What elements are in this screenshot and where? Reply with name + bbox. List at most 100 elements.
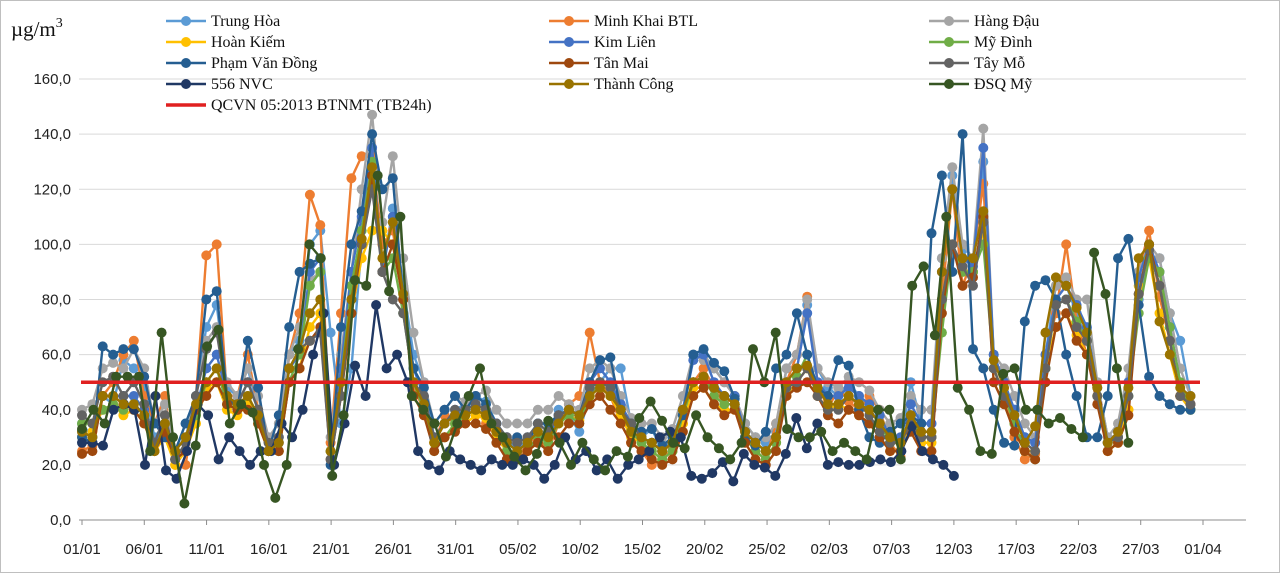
- data-point: [709, 382, 719, 393]
- legend-swatch-marker: [181, 16, 191, 26]
- data-point: [1102, 446, 1113, 457]
- data-point: [1071, 322, 1082, 333]
- data-point: [161, 465, 171, 476]
- data-point: [531, 448, 542, 459]
- data-point: [392, 349, 403, 360]
- data-point: [128, 344, 139, 355]
- data-point: [936, 170, 947, 181]
- data-point: [645, 396, 656, 407]
- data-point: [304, 239, 315, 250]
- legend-label: Minh Khai BTL: [594, 13, 698, 30]
- data-point: [812, 418, 823, 429]
- data-point: [553, 410, 564, 421]
- data-point: [843, 404, 854, 415]
- data-point: [336, 308, 346, 319]
- data-point: [190, 440, 201, 451]
- data-point: [760, 446, 771, 457]
- data-point: [895, 454, 906, 465]
- data-point: [978, 363, 989, 374]
- data-point: [1030, 454, 1041, 465]
- data-point: [885, 457, 896, 468]
- data-point: [439, 432, 450, 443]
- data-point: [325, 327, 336, 338]
- data-point: [122, 371, 133, 382]
- data-point: [486, 454, 497, 465]
- unit-text: µg/m: [11, 17, 56, 41]
- legend-swatch-marker: [944, 16, 954, 26]
- data-point: [118, 399, 129, 410]
- legend-label: ĐSQ Mỹ: [974, 76, 1032, 93]
- data-point: [245, 459, 256, 470]
- data-point: [698, 382, 709, 393]
- y-tick-label: 40,0: [42, 402, 71, 419]
- y-tick-label: 100,0: [33, 236, 71, 253]
- data-point: [259, 459, 269, 470]
- gridlines: [79, 78, 1246, 466]
- y-tick-label: 140,0: [33, 126, 71, 143]
- x-tick-label: 11/01: [188, 541, 224, 558]
- data-point: [595, 391, 605, 401]
- data-point: [284, 363, 295, 374]
- data-point: [688, 391, 699, 401]
- data-point: [156, 327, 167, 338]
- data-point: [719, 391, 730, 401]
- x-tick-label: 27/03: [1122, 541, 1160, 558]
- data-point: [938, 459, 949, 470]
- data-point: [929, 330, 940, 341]
- data-point: [588, 454, 599, 465]
- data-point: [1061, 294, 1072, 305]
- data-point: [563, 418, 574, 429]
- data-point: [646, 437, 657, 448]
- data-point: [605, 352, 616, 363]
- data-point: [263, 446, 274, 457]
- legend-item: Mỹ Đình: [929, 34, 1032, 51]
- legend-item: Thành Công: [549, 76, 674, 93]
- data-point: [696, 473, 707, 484]
- data-point: [646, 424, 657, 434]
- data-point: [957, 280, 968, 291]
- legend-swatch-marker: [564, 79, 574, 89]
- data-point: [234, 446, 245, 457]
- data-point: [843, 459, 854, 470]
- data-point: [522, 446, 533, 457]
- data-point: [1050, 300, 1061, 310]
- data-point: [988, 355, 999, 366]
- legend-swatch-marker: [944, 37, 954, 47]
- data-point: [584, 327, 595, 338]
- legend-label: Trung Hòa: [211, 13, 280, 30]
- legend-item: Kim Liên: [549, 34, 656, 51]
- y-tick-label: 160,0: [33, 71, 71, 88]
- data-point: [998, 368, 1009, 379]
- data-point: [1040, 275, 1051, 286]
- data-point: [885, 446, 896, 457]
- data-point: [861, 454, 872, 465]
- data-point: [297, 404, 308, 415]
- data-point: [211, 239, 222, 250]
- data-point: [304, 308, 315, 319]
- data-point: [475, 363, 485, 374]
- x-tick-label: 01/01: [63, 541, 101, 558]
- data-point: [709, 357, 719, 368]
- data-point: [801, 443, 812, 454]
- data-point: [159, 399, 170, 410]
- data-point: [833, 391, 844, 401]
- data-point: [657, 415, 667, 426]
- data-point: [1009, 440, 1020, 451]
- data-point: [1061, 308, 1072, 319]
- data-point: [360, 391, 371, 401]
- data-point: [77, 437, 87, 448]
- data-point: [698, 363, 709, 374]
- data-point: [236, 399, 247, 410]
- x-tick-label: 16/01: [250, 541, 288, 558]
- data-point: [686, 470, 697, 481]
- data-point: [1111, 363, 1122, 374]
- data-point: [242, 335, 253, 346]
- data-point: [906, 421, 917, 432]
- data-point: [1019, 316, 1030, 327]
- data-point: [367, 109, 378, 120]
- data-point: [1043, 418, 1054, 429]
- data-point: [133, 371, 144, 382]
- series-10: [77, 162, 1196, 457]
- legend-label: Tân Mai: [594, 55, 649, 72]
